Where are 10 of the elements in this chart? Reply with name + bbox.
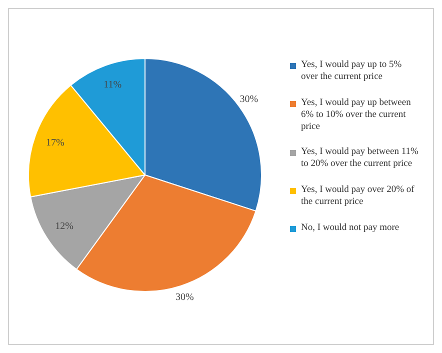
legend-label: Yes, I would pay over 20% of the current price: [301, 185, 416, 209]
data-label: 17%: [46, 137, 64, 148]
legend-label: No, I would not pay more: [301, 222, 400, 235]
data-label: 30%: [240, 94, 258, 106]
data-label: 30%: [176, 292, 194, 303]
data-label: 12%: [55, 220, 74, 232]
legend-label: Yes, I would pay up between 6% to 10% over the current price: [301, 98, 412, 134]
data-label: 11%: [104, 80, 122, 91]
legend-label: Yes, I would pay between 11% to 20% over the current price: [301, 147, 420, 172]
legend-label: Yes, I would pay up to 5% over the current price: [301, 60, 403, 84]
